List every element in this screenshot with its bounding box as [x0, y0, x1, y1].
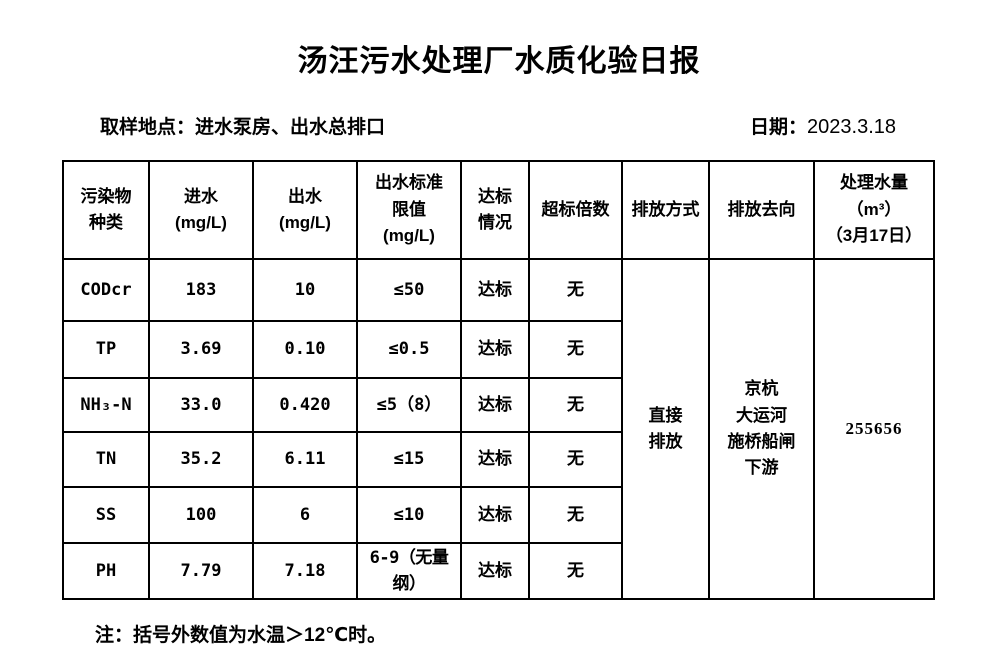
- discharge-mode-cell: 直接 排放: [621, 258, 710, 600]
- table-row-codcr: CODcr 183 10 ≤50 达标 无 直接 排放 京杭 大运河 施桥船闸 …: [62, 258, 935, 600]
- influent-value-cell: 3.69: [148, 320, 254, 379]
- table-row-tp: TP 3.69 0.10 ≤0.5 达标 无: [62, 320, 934, 379]
- col-header-compliance: 达标 情况: [460, 160, 530, 260]
- footnote: 注：括号外数值为水温＞12℃时。: [95, 625, 387, 646]
- col-header-discharge-mode: 排放方式: [621, 160, 710, 260]
- influent-value-cell: 35.2: [148, 431, 254, 488]
- effluent-value-cell: 10: [252, 258, 358, 322]
- col-header-effluent-limit: 出水标准 限值 (mg/L): [356, 160, 462, 260]
- limit-value-cell: ≤15: [356, 431, 462, 488]
- limit-value-cell: ≤50: [356, 258, 462, 322]
- col-header-influent: 进水 (mg/L): [148, 160, 254, 260]
- influent-value-cell: 33.0: [148, 377, 254, 433]
- influent-value-cell: 100: [148, 486, 254, 544]
- pollutant-name-cell: PH: [62, 542, 150, 600]
- date-value: 2023.3.18: [807, 116, 896, 138]
- influent-value-cell: 7.79: [148, 542, 254, 600]
- exceed-multiple-cell: 无: [528, 377, 623, 433]
- report-date: 日期：2023.3.18: [750, 112, 896, 139]
- limit-value-cell: 6-9（无量纲）: [356, 542, 462, 600]
- exceed-multiple-cell: 无: [528, 542, 623, 600]
- table-row-tn: TN 35.2 6.11 ≤15 达标 无: [62, 431, 934, 488]
- discharge-destination-cell: 京杭 大运河 施桥船闸 下游: [708, 258, 815, 600]
- col-header-treated-volume: 处理水量 （m³） （3月17日）: [813, 160, 935, 260]
- pollutant-name-cell: SS: [62, 486, 150, 544]
- effluent-value-cell: 6: [252, 486, 358, 544]
- limit-value-cell: ≤0.5: [356, 320, 462, 379]
- meta-row: 取样地点：进水泵房、出水总排口 日期：2023.3.18: [100, 112, 896, 139]
- compliance-cell: 达标: [460, 320, 530, 379]
- exceed-multiple-cell: 无: [528, 431, 623, 488]
- page-title: 汤汪污水处理厂水质化验日报: [297, 45, 701, 78]
- col-header-discharge-destination: 排放去向: [708, 160, 815, 260]
- limit-value-cell: ≤10: [356, 486, 462, 544]
- water-quality-table: 污染物 种类 进水 (mg/L) 出水 (mg/L) 出水标准 限值 (mg/L…: [62, 160, 935, 600]
- compliance-cell: 达标: [460, 377, 530, 433]
- table-row-ph: PH 7.79 7.18 6-9（无量纲） 达标 无: [62, 542, 934, 600]
- table-row-ss: SS 100 6 ≤10 达标 无: [62, 486, 934, 544]
- col-header-effluent: 出水 (mg/L): [252, 160, 358, 260]
- pollutant-name-cell: CODcr: [62, 258, 150, 322]
- pollutant-name-cell: TN: [62, 431, 150, 488]
- sampling-location-label: 取样地点：进水泵房、出水总排口: [100, 117, 386, 138]
- compliance-cell: 达标: [460, 258, 530, 322]
- table-header-row: 污染物 种类 进水 (mg/L) 出水 (mg/L) 出水标准 限值 (mg/L…: [62, 160, 935, 260]
- treated-volume-cell: 255656: [813, 258, 935, 600]
- exceed-multiple-cell: 无: [528, 486, 623, 544]
- effluent-value-cell: 7.18: [252, 542, 358, 600]
- limit-value-cell: ≤5（8）: [356, 377, 462, 433]
- compliance-cell: 达标: [460, 431, 530, 488]
- effluent-value-cell: 0.10: [252, 320, 358, 379]
- exceed-multiple-cell: 无: [528, 320, 623, 379]
- pollutant-name-cell: TP: [62, 320, 150, 379]
- table-row-nh3n: NH₃-N 33.0 0.420 ≤5（8） 达标 无: [62, 377, 934, 433]
- effluent-value-cell: 6.11: [252, 431, 358, 488]
- date-label: 日期：: [750, 117, 808, 138]
- exceed-multiple-cell: 无: [528, 258, 623, 322]
- col-header-exceed-multiple: 超标倍数: [528, 160, 623, 260]
- col-header-pollutant-type: 污染物 种类: [62, 160, 150, 260]
- influent-value-cell: 183: [148, 258, 254, 322]
- compliance-cell: 达标: [460, 542, 530, 600]
- pollutant-name-cell: NH₃-N: [62, 377, 150, 433]
- effluent-value-cell: 0.420: [252, 377, 358, 433]
- compliance-cell: 达标: [460, 486, 530, 544]
